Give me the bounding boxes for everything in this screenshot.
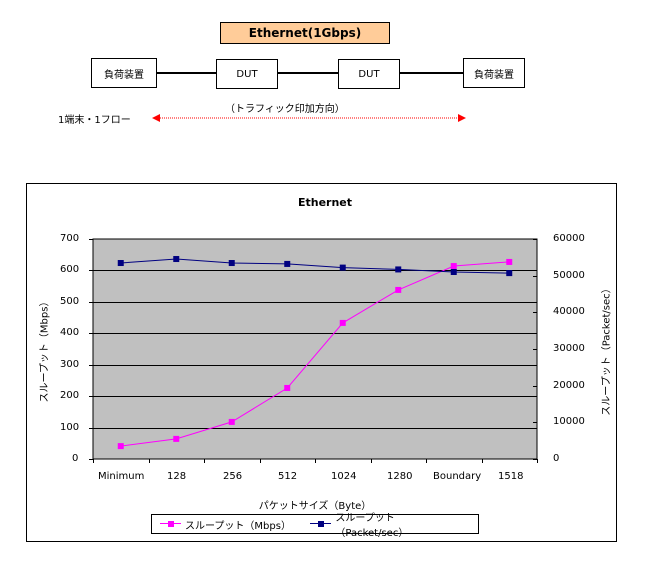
y-tick-right: 50000 bbox=[553, 270, 585, 281]
magenta-square-marker-icon bbox=[160, 519, 182, 529]
x-tick: 128 bbox=[167, 471, 187, 482]
y-tick-left: 400 bbox=[60, 327, 80, 338]
y-tick-left: 100 bbox=[60, 422, 80, 433]
y-tick-left: 300 bbox=[60, 359, 80, 370]
legend-item-mbps: スループット（Mbps） bbox=[160, 517, 291, 532]
link-line bbox=[157, 72, 216, 74]
chart-title: Ethernet bbox=[297, 196, 353, 209]
legend-label: スループット（Mbps） bbox=[185, 520, 291, 532]
y-axis-right-title: スループット（Packet/sec） bbox=[601, 283, 613, 416]
y-tick-left: 500 bbox=[60, 296, 80, 307]
dut-node-1: DUT bbox=[216, 59, 278, 89]
y-axis-left-title: スループット（Mbps） bbox=[39, 296, 51, 403]
y-tick-right: 40000 bbox=[553, 306, 585, 317]
x-tick: 1024 bbox=[331, 471, 357, 482]
x-tick: 1518 bbox=[498, 471, 524, 482]
legend-label: スループット（Packet/sec） bbox=[335, 513, 409, 539]
y-tick-right: 30000 bbox=[553, 343, 585, 354]
load-generator-left: 負荷装置 bbox=[91, 58, 157, 88]
dut-node-2: DUT bbox=[338, 59, 400, 89]
y-tick-left: 600 bbox=[60, 264, 80, 275]
load-generator-right: 負荷装置 bbox=[463, 58, 525, 88]
y-tick-left: 200 bbox=[60, 390, 80, 401]
flow-label: 1端末・1フロー bbox=[58, 115, 131, 126]
network-header: Ethernet(1Gbps) bbox=[220, 22, 390, 44]
x-tick: 256 bbox=[223, 471, 243, 482]
x-tick: 1280 bbox=[387, 471, 413, 482]
x-tick: Boundary bbox=[433, 471, 482, 482]
x-tick: Minimum bbox=[98, 471, 145, 482]
chart-legend: スループット（Mbps） スループット（Packet/sec） bbox=[151, 513, 479, 539]
navy-square-marker-icon bbox=[310, 519, 332, 529]
y-tick-right: 60000 bbox=[553, 233, 585, 244]
y-tick-left: 700 bbox=[60, 233, 80, 244]
y-tick-left: 0 bbox=[72, 453, 79, 464]
link-line bbox=[278, 72, 338, 74]
link-line bbox=[400, 72, 463, 74]
traffic-direction-label: （トラフィック印加方向） bbox=[225, 104, 345, 115]
traffic-arrow-icon bbox=[152, 114, 466, 122]
y-tick-right: 10000 bbox=[553, 416, 585, 427]
legend-item-pps: スループット（Packet/sec） bbox=[310, 509, 462, 539]
x-tick: 512 bbox=[278, 471, 298, 482]
y-tick-right: 20000 bbox=[553, 380, 585, 391]
x-axis-title: パケットサイズ（Byte） bbox=[258, 501, 372, 512]
y-tick-right: 0 bbox=[553, 453, 560, 464]
